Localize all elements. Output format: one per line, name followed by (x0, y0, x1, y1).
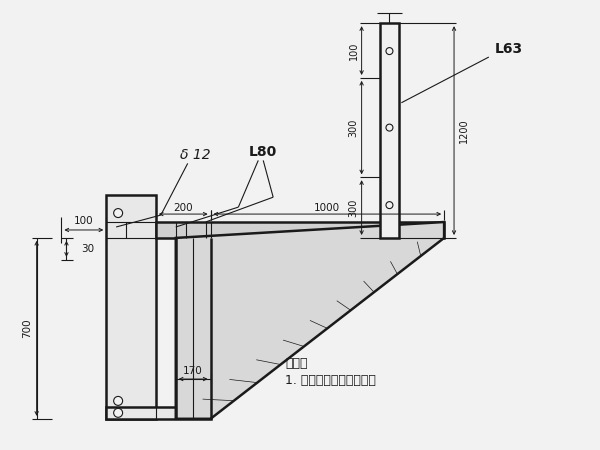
Text: L80: L80 (249, 145, 277, 159)
Polygon shape (176, 222, 444, 419)
Circle shape (113, 408, 122, 417)
Text: 1000: 1000 (314, 203, 340, 213)
Text: 170: 170 (183, 366, 203, 376)
Text: 300: 300 (349, 118, 359, 137)
Text: 1. 图中尺寸均以毫米计。: 1. 图中尺寸均以毫米计。 (285, 374, 376, 387)
Circle shape (386, 124, 393, 131)
Text: 30: 30 (82, 244, 94, 254)
Text: 说明：: 说明： (285, 357, 308, 370)
Text: 100: 100 (74, 216, 94, 226)
Text: δ 12: δ 12 (181, 148, 211, 162)
Circle shape (113, 396, 122, 405)
Text: 1200: 1200 (459, 118, 469, 143)
Text: L63: L63 (494, 42, 523, 56)
Circle shape (386, 202, 393, 209)
Text: 200: 200 (173, 203, 193, 213)
Bar (106, 195, 156, 419)
Bar (106, 407, 211, 419)
Circle shape (386, 48, 393, 54)
Bar (156, 222, 444, 238)
Text: 300: 300 (349, 198, 359, 217)
Text: 100: 100 (349, 41, 359, 60)
Text: 700: 700 (22, 319, 32, 338)
Bar (380, 23, 400, 238)
Circle shape (113, 209, 122, 217)
